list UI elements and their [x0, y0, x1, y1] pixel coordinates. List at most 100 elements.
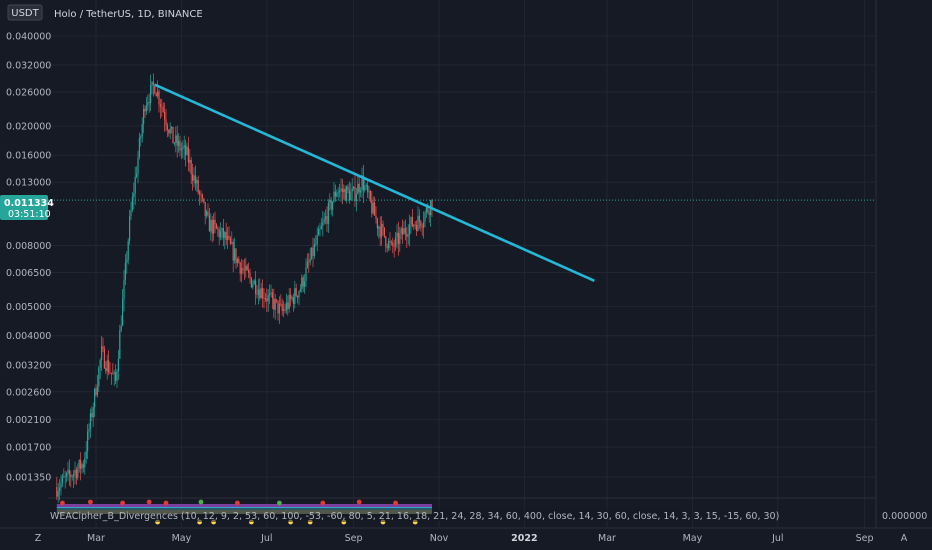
- candle-body: [176, 135, 178, 146]
- candle-body: [284, 309, 286, 311]
- candle-body: [403, 228, 405, 235]
- candle-body: [294, 288, 296, 304]
- candle-body: [190, 159, 192, 175]
- candle-body: [318, 228, 320, 236]
- time-tick-label: May: [683, 533, 703, 544]
- candle-body: [179, 140, 181, 151]
- candle-body: [105, 368, 107, 372]
- candle-body: [217, 228, 219, 230]
- candle-body: [379, 226, 381, 238]
- candle-body: [180, 149, 182, 151]
- time-tick-label: Mar: [87, 533, 105, 544]
- candle-body: [182, 147, 184, 150]
- candle-body: [358, 183, 360, 193]
- candle-body: [140, 136, 142, 139]
- candle-body: [357, 183, 359, 195]
- candle-body: [271, 292, 273, 299]
- candle-body: [109, 372, 111, 374]
- candle-body: [392, 242, 394, 246]
- candle-body: [396, 232, 398, 237]
- candle-body: [120, 325, 122, 331]
- candle-body: [350, 191, 352, 201]
- candle-body: [325, 216, 327, 219]
- candle-body: [385, 236, 387, 247]
- candle-body: [173, 142, 175, 144]
- candle-body: [367, 185, 369, 193]
- candle-body: [260, 288, 262, 299]
- candle-body: [304, 281, 306, 287]
- candle-body: [213, 219, 215, 234]
- candle-body: [417, 215, 419, 231]
- candle-body: [295, 288, 297, 296]
- candle-body: [218, 229, 220, 238]
- candle-body: [228, 236, 230, 238]
- indicator-signal-dot: [320, 500, 326, 506]
- indicator-label[interactable]: WEACipher_B_Divergences (10, 12, 9, 2, 5…: [50, 511, 779, 522]
- candle-body: [127, 240, 129, 260]
- price-tick-label: 0.001700: [6, 443, 51, 454]
- candle-body: [354, 186, 356, 202]
- candle-series: [56, 73, 433, 504]
- candle-body: [117, 358, 119, 372]
- candle-body: [343, 189, 345, 192]
- candle-body: [115, 372, 117, 381]
- candle-body: [406, 233, 408, 237]
- candle-body: [231, 242, 233, 244]
- candle-body: [81, 464, 83, 469]
- candle-body: [389, 240, 391, 243]
- candle-body: [249, 272, 251, 278]
- indicator-signal-dot: [198, 499, 204, 505]
- time-tick-label: Jul: [771, 533, 783, 544]
- indicator-signal-dot: [163, 500, 169, 506]
- candle-body: [257, 289, 259, 295]
- candle-body: [330, 199, 332, 210]
- candle-body: [92, 407, 94, 418]
- price-tick-label: 0.002600: [6, 387, 51, 398]
- candle-body: [407, 235, 409, 237]
- currency-badge[interactable]: [7, 4, 43, 21]
- candle-body: [131, 197, 133, 210]
- candle-body: [372, 202, 374, 214]
- price-tag-value: 0.011334: [4, 198, 54, 209]
- candle-body: [239, 262, 241, 274]
- candle-body: [298, 291, 300, 298]
- candle-body: [189, 159, 191, 163]
- candle-body: [225, 232, 227, 241]
- candle-body: [129, 216, 131, 241]
- candle-body: [241, 268, 243, 274]
- candle-body: [248, 270, 250, 273]
- candle-body: [344, 189, 346, 201]
- candle-body: [141, 123, 143, 137]
- candle-body: [138, 138, 140, 158]
- candle-body: [91, 413, 93, 418]
- candle-body: [192, 174, 194, 181]
- time-tick-label: Sep: [345, 533, 363, 544]
- candle-body: [414, 224, 416, 226]
- indicator-signal-dot: [146, 499, 152, 505]
- auto-scale-button[interactable]: A: [901, 533, 908, 544]
- candle-body: [290, 294, 292, 299]
- trendline[interactable]: [154, 83, 595, 282]
- candle-body: [207, 211, 209, 216]
- candle-body: [88, 429, 90, 432]
- zoom-button[interactable]: Z: [35, 533, 42, 544]
- price-tick-label: 0.032000: [6, 60, 51, 71]
- candle-body: [420, 221, 422, 227]
- candle-body: [402, 228, 404, 235]
- candle-body: [397, 232, 399, 245]
- candle-body: [378, 226, 380, 229]
- candle-body: [431, 200, 433, 209]
- candle-body: [200, 194, 202, 196]
- candle-body: [95, 388, 97, 395]
- candle-body: [416, 224, 418, 231]
- indicator-signal-dot: [120, 500, 125, 506]
- candle-body: [221, 227, 223, 232]
- candle-body: [319, 228, 321, 230]
- time-tick-label: Mar: [598, 533, 616, 544]
- candle-body: [124, 262, 126, 280]
- candle-body: [168, 129, 170, 134]
- candle-body: [264, 298, 266, 300]
- candle-body: [364, 185, 366, 191]
- candle-body: [276, 299, 278, 301]
